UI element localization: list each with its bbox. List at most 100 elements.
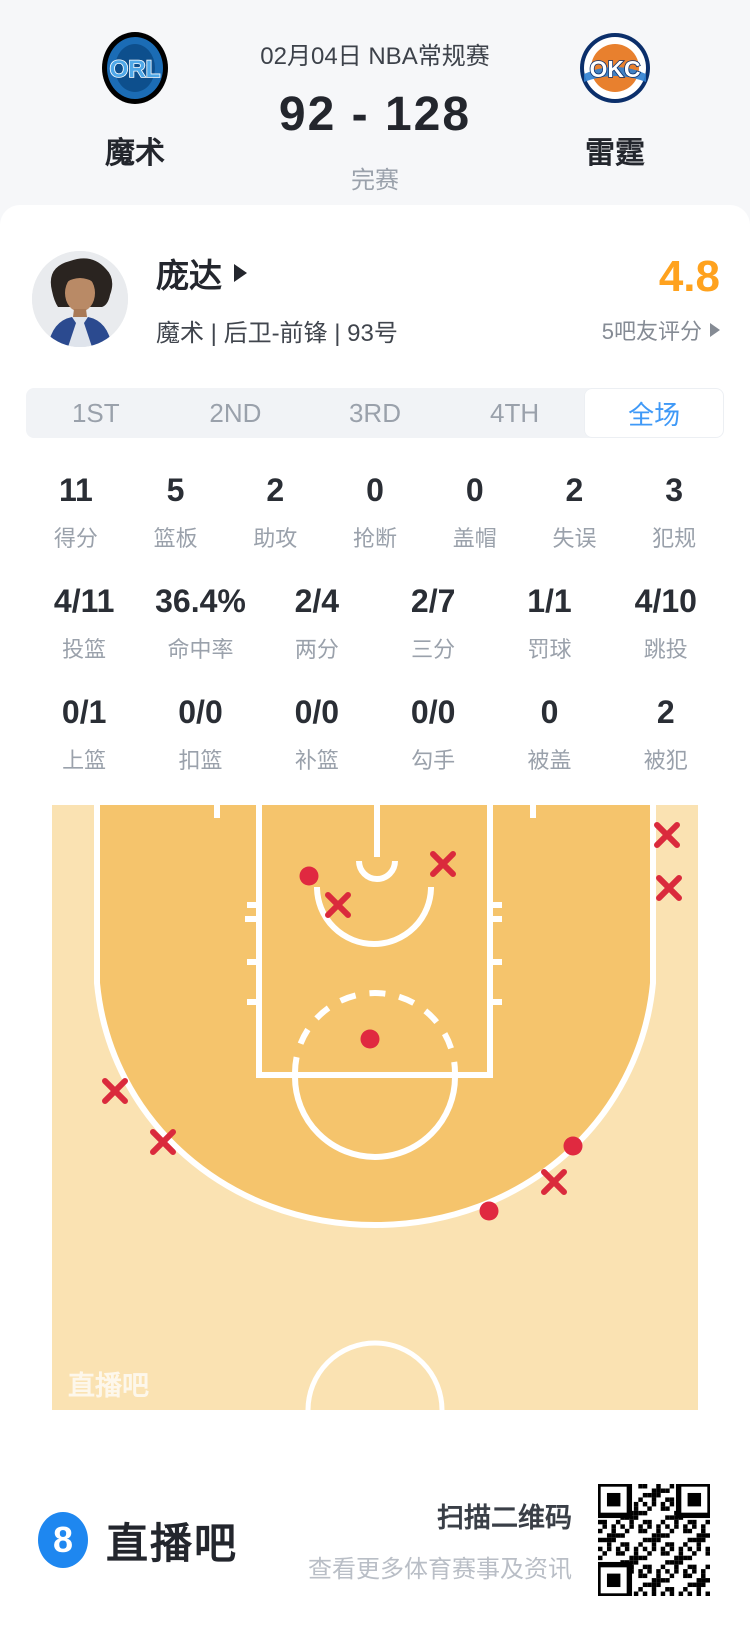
- stat-value: 2/7: [410, 583, 456, 619]
- stat-value: 4/10: [634, 583, 697, 619]
- three-point-line: [94, 805, 656, 1229]
- stat-label: 投篮: [62, 637, 107, 662]
- restricted-arc: [314, 886, 434, 947]
- rim-arc: [356, 860, 398, 882]
- stat-value: 0: [366, 472, 384, 508]
- period-tabs: 1ST 2ND 3RD 4TH 全场: [26, 388, 724, 438]
- shot-chart-court: 直播吧: [52, 805, 698, 1410]
- stat-被犯: 2 被犯: [608, 694, 724, 775]
- away-team-name: 雷霆: [585, 137, 645, 170]
- stat-label: 助攻: [253, 526, 298, 551]
- stat-value: 0/0: [410, 694, 456, 730]
- stat-value: 2: [266, 472, 285, 508]
- shot-chart: 直播吧: [26, 805, 724, 1410]
- missed-shot-marker: [541, 1169, 567, 1195]
- svg-text:OKC: OKC: [589, 56, 640, 82]
- stat-value: 2: [565, 472, 584, 508]
- stat-label: 扣篮: [178, 748, 223, 773]
- missed-shot-marker: [325, 892, 351, 918]
- stat-row-2: 4/11 投篮 36.4% 命中率 2/4 两分 2/7 三分 1/1 罚球 4/10 跳投: [26, 583, 724, 664]
- baseline-ticks: [214, 805, 536, 818]
- stat-上篮: 0/1 上篮: [26, 694, 142, 775]
- player-rating-label: 5吧友评分: [601, 318, 702, 344]
- free-throw-circle-dashed: [292, 990, 458, 1074]
- stat-value: 2/4: [294, 583, 340, 619]
- player-avatar-image: [32, 250, 128, 347]
- stat-犯规: 3 犯规: [624, 472, 724, 553]
- stat-label: 得分: [53, 526, 98, 551]
- made-shot-marker: [479, 1201, 499, 1221]
- lane-hash-marks: [245, 902, 502, 1005]
- home-team[interactable]: ORL 魔术: [40, 30, 230, 172]
- stat-label: 三分: [411, 637, 456, 662]
- stat-命中率: 36.4% 命中率: [142, 583, 258, 664]
- match-date: 02月04日 NBA常规赛: [260, 43, 490, 70]
- stat-三分: 2/7 三分: [375, 583, 491, 664]
- made-shot-marker: [563, 1136, 583, 1156]
- court-inside-area: [97, 805, 653, 1225]
- stat-勾手: 0/0 勾手: [375, 694, 491, 775]
- stat-篮板: 5 篮板: [126, 472, 226, 553]
- player-avatar[interactable]: [32, 250, 128, 347]
- player-name: 庞达: [156, 257, 222, 294]
- away-team[interactable]: OKC 雷霆: [520, 30, 710, 172]
- player-info: 庞达 魔术 | 后卫-前锋 | 93号: [156, 249, 602, 348]
- qr-code-image: [598, 1484, 710, 1596]
- match-header: ORL 魔术 02月04日 NBA常规赛 92 - 128 完赛 OKC 雷霆: [0, 0, 750, 205]
- rating-arrow-icon: [710, 322, 720, 337]
- stat-value: 1/1: [527, 583, 572, 619]
- stat-value: 0/1: [61, 694, 107, 730]
- stat-两分: 2/4 两分: [259, 583, 375, 664]
- stat-label: 罚球: [527, 637, 572, 662]
- tab-2nd[interactable]: 2ND: [209, 397, 262, 428]
- stat-被盖: 0 被盖: [491, 694, 607, 775]
- player-meta: 魔术 | 后卫-前锋 | 93号: [156, 320, 398, 347]
- player-stats-card: 庞达 魔术 | 后卫-前锋 | 93号 4.8 5吧友评分 1ST 2ND 3RD 4…: [0, 205, 750, 1629]
- lane-box: [256, 805, 493, 1078]
- stats-grid: 11 得分 5 篮板 2 助攻 0 抢断 0 盖帽 2 失误 3 犯规 4/11 投篮 36.4% 命中率 2/4 两…: [26, 472, 724, 775]
- court-watermark: 直播吧: [68, 1371, 149, 1401]
- missed-shot-marker: [150, 1129, 176, 1155]
- stat-失误: 2 失误: [525, 472, 625, 553]
- free-throw-circle-solid: [292, 1076, 458, 1160]
- stat-value: 0: [540, 694, 559, 730]
- tab-4th[interactable]: 4TH: [490, 397, 540, 428]
- center-circle-arc: [305, 1340, 445, 1410]
- stat-value: 0/0: [178, 694, 223, 730]
- stat-label: 犯规: [652, 526, 697, 551]
- zhibo8-logo-icon: 8: [38, 1512, 88, 1568]
- stat-label: 盖帽: [452, 526, 497, 551]
- stat-value: 0: [465, 472, 484, 508]
- stat-label: 被犯: [643, 748, 688, 773]
- svg-text:ORL: ORL: [110, 56, 161, 83]
- player-summary-row: 庞达 魔术 | 后卫-前锋 | 93号 4.8 5吧友评分: [26, 249, 724, 348]
- stat-助攻: 2 助攻: [225, 472, 325, 553]
- away-team-logo-icon: OKC: [580, 33, 650, 103]
- stat-label: 被盖: [527, 748, 572, 773]
- player-name-arrow-icon: [234, 264, 247, 282]
- match-summary: 02月04日 NBA常规赛 92 - 128 完赛: [230, 30, 520, 195]
- stat-value: 36.4%: [155, 583, 246, 619]
- svg-text:8: 8: [53, 1519, 73, 1560]
- qr-title: 扫描二维码: [437, 1503, 572, 1533]
- stat-value: 3: [665, 472, 684, 508]
- match-status: 完赛: [351, 167, 399, 194]
- qr-text-block: 扫描二维码 查看更多体育赛事及资讯: [238, 1496, 598, 1584]
- stat-value: 5: [166, 472, 185, 508]
- stat-label: 两分: [294, 637, 339, 662]
- stat-label: 篮板: [153, 526, 198, 551]
- brand-name: 直播吧: [106, 1519, 239, 1567]
- player-rating-block[interactable]: 4.8 5吧友评分: [602, 252, 720, 346]
- player-name-link[interactable]: 庞达: [156, 249, 602, 297]
- stat-label: 跳投: [643, 637, 688, 662]
- tab-3rd[interactable]: 3RD: [348, 397, 401, 428]
- missed-shot-marker: [430, 851, 456, 877]
- stat-label: 上篮: [62, 748, 107, 773]
- missed-shot-marker: [656, 875, 682, 901]
- brand-block[interactable]: 8 直播吧: [38, 1510, 238, 1571]
- tab-全场[interactable]: 全场: [584, 388, 724, 438]
- tab-1st[interactable]: 1ST: [71, 397, 120, 428]
- stat-投篮: 4/11 投篮: [26, 583, 142, 664]
- stat-抢断: 0 抢断: [325, 472, 425, 553]
